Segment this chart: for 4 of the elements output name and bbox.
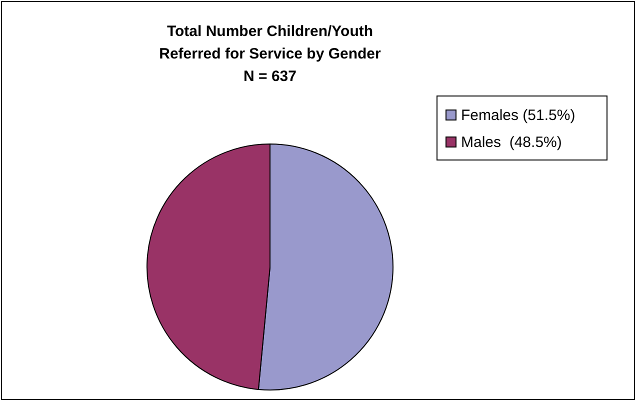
legend-label: Females (51.5%) [461,107,576,124]
legend-label: Males (48.5%) [461,134,562,151]
chart-subtitle: N = 637 [244,68,296,85]
chart-title: Total Number Children/Youth Referred for Service by Gender [159,23,382,62]
